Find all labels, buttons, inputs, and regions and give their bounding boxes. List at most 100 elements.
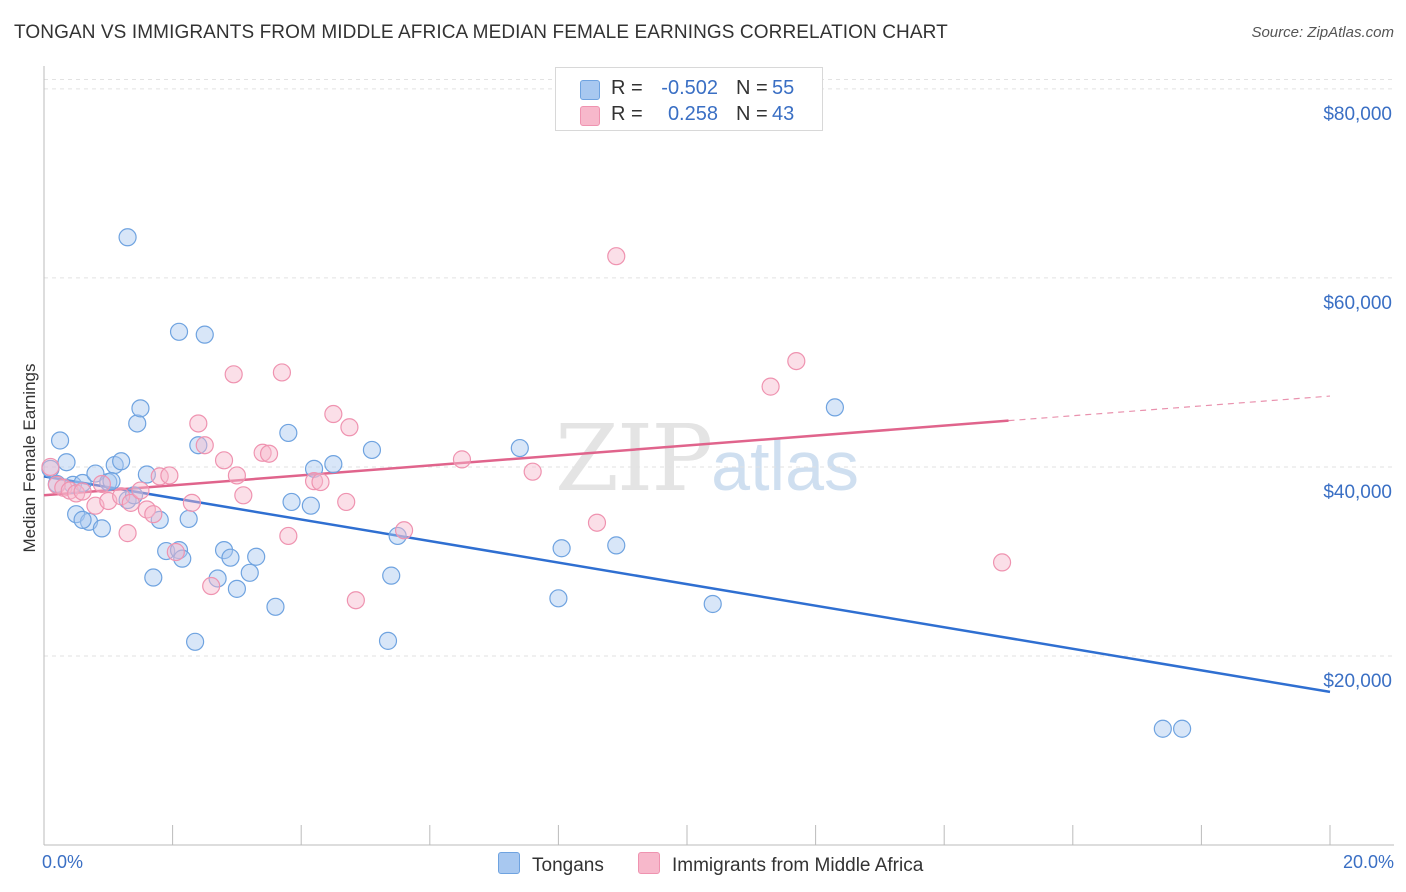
data-point-tongans [214, 541, 234, 560]
data-point-tongans [144, 568, 163, 587]
r-label: R = [611, 77, 643, 99]
data-point-tongans [703, 594, 722, 614]
legend-item-tongans[interactable]: Tongans [498, 852, 604, 877]
legend-label-middle-africa: Immigrants from Middle Africa [672, 855, 924, 876]
data-point-middle-africa [311, 472, 330, 492]
watermark-zip: ZIP [555, 405, 713, 512]
legend-swatch-tongans [498, 852, 520, 874]
data-point-middle-africa [607, 247, 626, 266]
data-point-middle-africa [324, 404, 343, 424]
x-tick-label-max: 20.0% [1342, 852, 1394, 872]
stats-row-middle-africa: R = 0.258 N = 43 [556, 103, 822, 129]
data-point-tongans [1173, 719, 1192, 738]
data-point-tongans [186, 632, 205, 651]
data-point-tongans [169, 322, 189, 341]
data-point-tongans [279, 423, 298, 443]
data-point-middle-africa [992, 553, 1012, 572]
data-point-middle-africa [160, 466, 179, 485]
data-point-middle-africa [394, 521, 414, 540]
data-point-middle-africa [121, 493, 140, 512]
data-point-tongans [324, 455, 343, 474]
watermark-atlas: atlas [711, 427, 860, 505]
source-credit: Source: ZipAtlas.com [1251, 24, 1394, 41]
data-point-tongans [825, 398, 844, 417]
y-tick-label: $60,000 [1323, 292, 1392, 314]
stats-swatch-tongans [580, 80, 600, 100]
data-point-middle-africa [92, 474, 111, 494]
data-point-tongans [382, 566, 401, 585]
data-point-tongans [247, 547, 266, 566]
data-point-tongans [131, 399, 150, 418]
data-point-tongans [607, 536, 626, 555]
y-tick-label: $40,000 [1323, 481, 1392, 503]
data-point-middle-africa [234, 486, 253, 505]
data-point-tongans [86, 464, 105, 483]
data-point-tongans [195, 325, 214, 344]
data-point-middle-africa [304, 472, 324, 491]
n-value: 55 [772, 77, 795, 99]
data-point-tongans [552, 539, 571, 558]
data-point-tongans [1153, 719, 1172, 738]
data-point-middle-africa [202, 576, 221, 596]
legend-item-middle-africa[interactable]: Immigrants from Middle Africa [638, 852, 923, 877]
trend-line-extension [1008, 395, 1331, 422]
data-point-tongans [173, 549, 192, 568]
data-point-tongans [510, 438, 529, 458]
stats-swatch-middle-africa [580, 106, 600, 126]
data-point-middle-africa [272, 363, 292, 382]
correlation-stats-box: R = -0.502 N = 55 R = 0.258 N = 43 [555, 67, 823, 131]
y-tick-label: $20,000 [1323, 670, 1392, 692]
trend-line [43, 475, 1331, 694]
data-point-middle-africa [227, 466, 246, 485]
n-value: 43 [772, 103, 795, 125]
data-point-middle-africa [118, 524, 137, 543]
data-point-middle-africa [761, 377, 780, 396]
data-point-middle-africa [195, 436, 214, 455]
data-point-middle-africa [189, 414, 208, 433]
legend-swatch-middle-africa [638, 852, 660, 874]
x-tick-label-min: 0.0% [42, 852, 84, 872]
legend: Tongans Immigrants from Middle Africa [0, 852, 1406, 878]
y-axis-label: Median Female Earnings [20, 363, 39, 553]
data-point-tongans [179, 509, 198, 529]
data-point-middle-africa [253, 443, 272, 462]
legend-label-tongans: Tongans [532, 855, 604, 876]
y-tick-label: $80,000 [1323, 103, 1392, 125]
n-label: N = [736, 77, 768, 99]
trend-line [43, 419, 1009, 497]
data-point-tongans [128, 414, 147, 433]
data-point-tongans [301, 496, 320, 515]
data-point-tongans [549, 589, 568, 608]
data-point-middle-africa [131, 481, 150, 500]
data-point-tongans [189, 436, 208, 455]
chart-title: TONGAN VS IMMIGRANTS FROM MIDDLE AFRICA … [14, 22, 948, 43]
r-value: 0.258 [667, 103, 718, 125]
data-point-middle-africa [523, 462, 542, 481]
data-point-tongans [57, 453, 76, 472]
data-point-middle-africa [41, 457, 60, 477]
data-point-middle-africa [337, 492, 356, 512]
data-point-tongans [282, 492, 301, 512]
data-point-tongans [73, 510, 92, 529]
data-point-middle-africa [214, 451, 234, 470]
data-point-tongans [266, 597, 285, 616]
stats-row-tongans: R = -0.502 N = 55 [556, 77, 822, 103]
data-point-tongans [362, 440, 382, 460]
data-point-tongans [221, 548, 240, 567]
data-point-middle-africa [587, 513, 607, 532]
data-point-middle-africa [166, 542, 185, 562]
data-point-tongans [240, 563, 259, 582]
axes [43, 66, 1394, 846]
data-points [41, 228, 1192, 738]
data-point-tongans [208, 569, 227, 588]
data-point-middle-africa [112, 487, 131, 506]
n-label: N = [736, 103, 768, 125]
data-point-middle-africa [259, 444, 279, 463]
data-point-tongans [227, 579, 246, 598]
data-point-middle-africa [144, 505, 163, 524]
data-point-tongans [92, 519, 111, 538]
data-point-middle-africa [340, 418, 359, 437]
data-point-tongans [378, 631, 398, 650]
r-value: -0.502 [661, 77, 718, 99]
